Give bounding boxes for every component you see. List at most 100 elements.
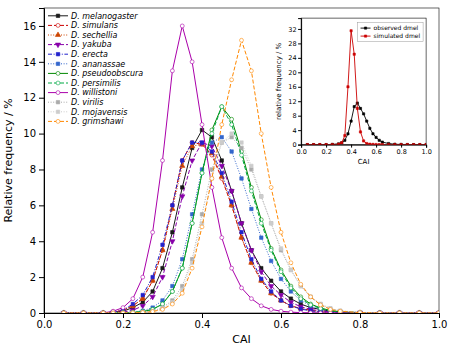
legend-line <box>361 36 371 37</box>
series-line <box>307 31 426 145</box>
series-marker <box>131 311 135 313</box>
series-marker <box>425 143 426 144</box>
series-marker <box>378 311 381 313</box>
series-marker <box>319 143 321 144</box>
series-marker <box>151 275 154 278</box>
series-marker <box>309 311 313 313</box>
plot-area <box>306 30 426 145</box>
series-marker <box>289 310 293 313</box>
series-marker <box>230 117 234 121</box>
x-axis-line <box>302 145 427 148</box>
series-marker <box>417 311 422 313</box>
x-tick-label: 0.8 <box>396 148 406 156</box>
y-axis: 0246810121416 <box>23 9 44 319</box>
series-marker <box>141 275 145 279</box>
series-marker <box>151 310 155 313</box>
y-axis-line <box>298 19 302 146</box>
series-marker <box>369 127 371 129</box>
x-tick: 1.0 <box>432 313 448 330</box>
y-tick-mark <box>298 145 301 146</box>
series-marker <box>341 142 343 144</box>
legend-marker <box>56 23 60 27</box>
series-marker <box>398 311 402 313</box>
series-marker <box>62 311 66 313</box>
legend-entry: D. pseudoobscura <box>48 69 143 78</box>
y-tick: 4 <box>292 127 301 135</box>
series-marker <box>260 277 263 280</box>
series-marker <box>437 311 439 313</box>
series-marker <box>381 141 383 143</box>
y-tick-label: 0 <box>30 308 36 319</box>
series-marker <box>437 311 439 313</box>
legend-label: D. grimshawi <box>71 117 124 126</box>
y-tick: 14 <box>23 57 44 68</box>
series-marker <box>341 142 343 144</box>
x-tick: 0.8 <box>353 313 369 330</box>
x-tick: 0.2 <box>321 145 331 156</box>
series-marker <box>210 141 213 144</box>
series-marker <box>418 311 421 313</box>
series-marker <box>82 311 86 313</box>
series <box>61 141 439 313</box>
y-tick-mark <box>39 241 44 242</box>
series-marker <box>378 311 381 313</box>
series-marker <box>220 105 224 109</box>
series-marker <box>319 311 323 313</box>
legend-entry: D. grimshawi <box>48 117 124 126</box>
y-tick-label: 2 <box>30 272 36 283</box>
series-marker <box>372 143 374 144</box>
series-marker <box>406 143 408 144</box>
series-marker <box>200 171 204 175</box>
series-marker <box>400 143 402 144</box>
series-marker <box>180 266 184 270</box>
chart-svg: 0.00.20.40.60.81.00246810121416CAIRelati… <box>0 0 449 347</box>
series-marker <box>151 230 155 234</box>
series-marker <box>190 221 194 225</box>
series-marker <box>437 311 439 313</box>
series-marker <box>437 311 439 313</box>
series-marker <box>306 143 308 144</box>
series-marker <box>269 259 272 262</box>
series-marker <box>240 153 244 157</box>
series-marker <box>338 310 343 313</box>
series-marker <box>372 133 374 135</box>
series-marker <box>309 295 313 299</box>
series-marker <box>437 311 439 313</box>
series-marker <box>347 86 349 88</box>
legend-entry: D. yakuba <box>48 40 112 49</box>
main-chart: 0.00.20.40.60.81.00246810121416CAIRelati… <box>2 8 447 346</box>
series-marker <box>101 311 105 313</box>
y-tick-label: 8 <box>30 164 36 175</box>
inset-background <box>273 14 431 167</box>
series-marker <box>220 171 223 174</box>
series-marker <box>418 311 421 313</box>
legend-marker <box>56 100 59 103</box>
x-tick: 0.0 <box>296 145 306 156</box>
y-tick: 8 <box>30 164 44 175</box>
series-marker <box>398 311 401 313</box>
legend-marker <box>56 91 60 95</box>
series-marker <box>141 301 144 304</box>
series-marker <box>249 297 253 301</box>
series-marker <box>417 311 421 313</box>
series-marker <box>319 307 322 310</box>
series-marker <box>131 311 135 313</box>
y-tick-mark <box>39 169 44 170</box>
series-marker <box>220 123 224 127</box>
series-marker <box>240 286 244 290</box>
x-tick-mark <box>202 313 203 318</box>
series-marker <box>220 141 223 144</box>
legend-label: D. willistoni <box>71 88 118 97</box>
x-tick-mark <box>439 313 440 318</box>
series-marker <box>200 141 203 144</box>
series-marker <box>418 311 421 313</box>
series-marker <box>61 310 66 313</box>
series-marker <box>358 311 362 313</box>
series-marker <box>319 143 321 144</box>
series-marker <box>249 69 253 73</box>
plot-frame <box>44 8 439 313</box>
series-marker <box>131 310 134 313</box>
series-marker <box>102 311 105 313</box>
series-marker <box>259 304 263 308</box>
y-tick-mark <box>298 72 301 73</box>
